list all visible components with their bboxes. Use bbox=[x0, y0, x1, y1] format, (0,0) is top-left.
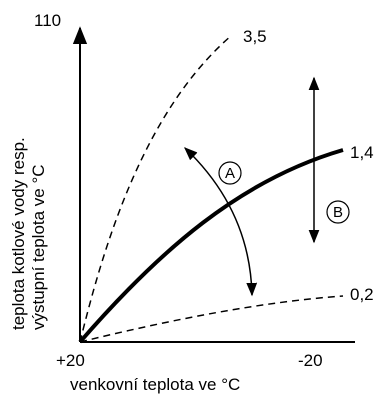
curve-label-3-5: 3,5 bbox=[243, 27, 267, 46]
curve-label-1-4: 1,4 bbox=[350, 143, 374, 162]
marker-circle-a bbox=[218, 161, 242, 185]
x-axis-title: venkovní teplota ve °C bbox=[70, 375, 240, 394]
marker-circle-b bbox=[326, 200, 350, 224]
curve-0-2 bbox=[79, 295, 344, 343]
y-axis-title-line1: teplota kotlové vody resp. bbox=[9, 137, 28, 330]
y-max-label: 110 bbox=[34, 11, 61, 30]
curve-label-0-2: 0,2 bbox=[350, 285, 374, 304]
marker-a-label: A bbox=[225, 165, 235, 182]
curve-3-5 bbox=[79, 34, 233, 343]
rotation-arrow-a bbox=[184, 147, 258, 297]
y-axis-title-line2: výstupní teplota ve °C bbox=[29, 164, 48, 330]
x-left-label: +20 bbox=[56, 351, 85, 370]
x-right-label: -20 bbox=[298, 351, 323, 370]
marker-b-label: B bbox=[333, 204, 343, 221]
